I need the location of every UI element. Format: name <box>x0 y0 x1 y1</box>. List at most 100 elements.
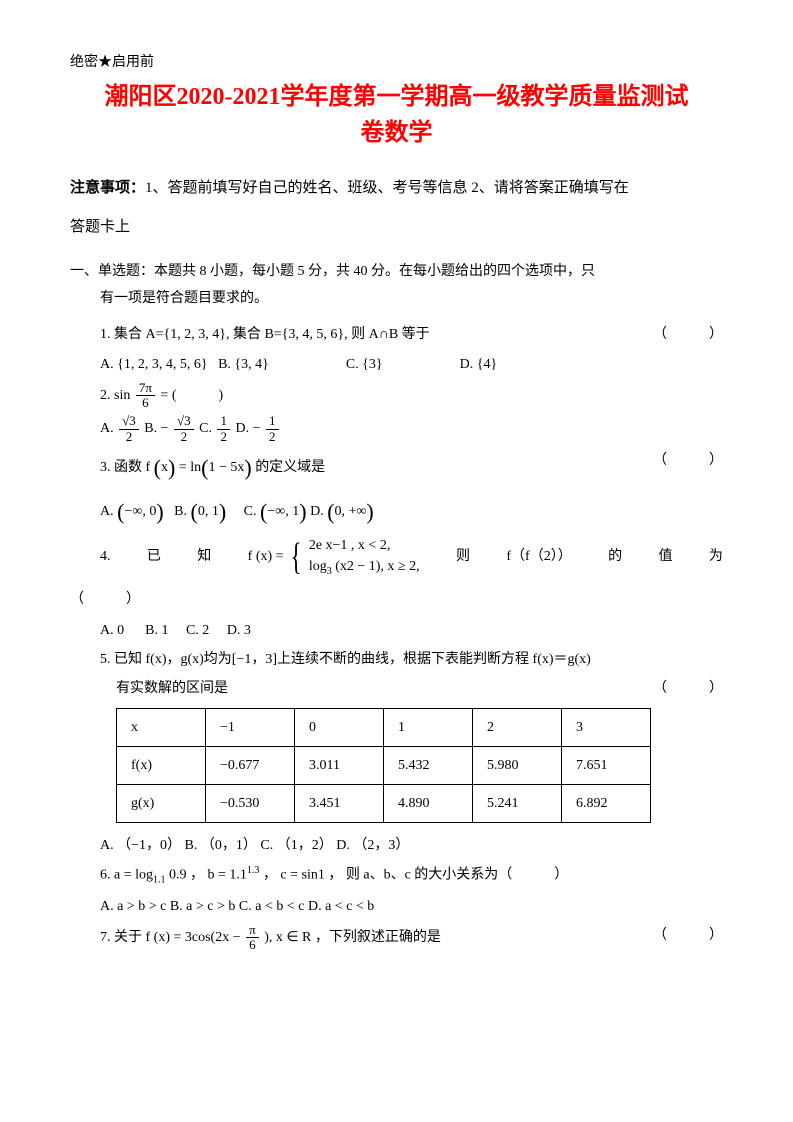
q7-frac-den: 6 <box>246 938 259 952</box>
q2-frac-num: 7π <box>136 381 155 396</box>
exam-title: 潮阳区2020-2021学年度第一学期高一级教学质量监测试 卷数学 <box>70 79 723 151</box>
notice-label: 注意事项： <box>70 180 145 196</box>
q2-frac: 7π 6 <box>136 381 155 411</box>
piecewise-line-2: log3 (x2 − 1), x ≥ 2, <box>309 556 420 579</box>
q7-post: ), x ∈ R ，下列叙述正确的是 <box>264 930 441 945</box>
q4-w3: 知 <box>197 544 211 569</box>
q6-optB: B. a > c > b <box>170 899 236 914</box>
rparen-icon: ) <box>366 499 373 524</box>
th-c5: 3 <box>562 708 651 746</box>
th-c4: 2 <box>473 708 562 746</box>
q3-paren: （ ） <box>653 448 723 473</box>
cell: 5.241 <box>473 785 562 823</box>
q5-stem2: 有实数解的区间是 <box>116 681 228 696</box>
q2-optD-frac: 12 <box>266 414 279 444</box>
q3-options: A. (−∞, 0) B. (0, 1) C. (−∞, 1) D. (0, +… <box>70 492 723 532</box>
q2-optC-pre: C. <box>199 421 215 436</box>
th-x: x <box>117 708 206 746</box>
q6-sup1: 1.3 <box>247 865 260 876</box>
lparen-icon: ( <box>191 499 198 524</box>
q4-optD: D. 3 <box>227 623 251 638</box>
q4-paren-row: （ ） <box>70 587 723 612</box>
cell: 5.980 <box>473 746 562 784</box>
q2-options: A. √32 B. − √32 C. 12 D. − 12 <box>70 414 723 444</box>
cell: 3.451 <box>295 785 384 823</box>
th-c2: 0 <box>295 708 384 746</box>
q2D-den: 2 <box>266 430 279 444</box>
q4-w6: 的 <box>608 544 622 569</box>
q2-pre: 2. sin <box>100 388 134 403</box>
q4-func: f (x) = { 2e x−1 , x < 2, log3 (x2 − 1),… <box>248 535 420 579</box>
piecewise-body: 2e x−1 , x < 2, log3 (x2 − 1), x ≥ 2, <box>309 535 420 579</box>
q4-fx: f (x) = <box>248 549 287 564</box>
q6-a: 6. a = log <box>100 868 153 883</box>
q2-optA-pre: A. <box>100 421 117 436</box>
cell: f(x) <box>117 746 206 784</box>
q1-stem: 1. 集合 A={1, 2, 3, 4}, 集合 B={3, 4, 5, 6},… <box>100 327 430 342</box>
title-line-1: 潮阳区2020-2021学年度第一学期高一级教学质量监测试 <box>105 84 689 110</box>
q4-w4: 则 <box>456 544 470 569</box>
question-4: 4. 已 知 f (x) = { 2e x−1 , x < 2, log3 (x… <box>70 535 723 579</box>
q3-optC: −∞, 1 <box>267 504 299 519</box>
q6-c: ， c = sin1 ， 则 a、b、c 的大小关系为（ ） <box>259 868 568 883</box>
lparen-icon: ( <box>154 455 161 480</box>
q2-optA-frac: √32 <box>119 414 139 444</box>
q6-b: 0.9 ， b = 1.1 <box>166 868 247 883</box>
rparen-icon: ) <box>156 499 163 524</box>
q2-optD-pre: D. − <box>235 421 264 436</box>
q1-optA: A. {1, 2, 3, 4, 5, 6} <box>100 357 208 372</box>
q2C-den: 2 <box>217 430 230 444</box>
q5-optD: D. （2，3） <box>336 838 409 853</box>
q6-optD: D. a < c < b <box>308 899 374 914</box>
q3-post: 的定义域是 <box>252 460 326 475</box>
q2A-num: √3 <box>119 414 139 429</box>
section-1-line2: 有一项是符合题目要求的。 <box>70 286 268 313</box>
q7-frac: π 6 <box>246 923 259 953</box>
q5-optA: A. （−1，0） <box>100 838 181 853</box>
table-row: g(x) −0.530 3.451 4.890 5.241 6.892 <box>117 785 651 823</box>
section-1-head: 一、单选题：本题共 8 小题，每小题 5 分，共 40 分。在每小题给出的四个选… <box>70 259 723 312</box>
notice-block: 注意事项：1、答题前填写好自己的姓名、班级、考号等信息 2、请将答案正确填写在 … <box>70 169 723 247</box>
q4-options: A. 0 B. 1 C. 2 D. 3 <box>70 618 723 643</box>
q1-optC: C. {3} <box>346 357 383 372</box>
q2B-num: √3 <box>174 414 194 429</box>
q3-pre: 3. 函数 f <box>100 460 154 475</box>
piecewise-line-1: 2e x−1 , x < 2, <box>309 535 420 556</box>
q6-sub1: 1.1 <box>153 875 166 886</box>
question-5-line1: 5. 已知 f(x)，g(x)均为[−1，3]上连续不断的曲线，根据下表能判断方… <box>70 647 723 672</box>
q4-w2: 已 <box>147 544 161 569</box>
cell: 5.432 <box>384 746 473 784</box>
q4-log-arg: (x2 − 1), x ≥ 2, <box>332 559 420 574</box>
question-6: 6. a = log1.1 0.9 ， b = 1.11.3 ， c = sin… <box>70 862 723 889</box>
table-header-row: x −1 0 1 2 3 <box>117 708 651 746</box>
q3-inner: 1 − 5x <box>208 460 244 475</box>
q6-optA: A. a > b > c <box>100 899 166 914</box>
question-5-line2: 有实数解的区间是 （ ） <box>70 676 723 701</box>
q4-optC: C. 2 <box>186 623 209 638</box>
question-2: 2. sin 7π 6 = ( ) <box>70 381 723 411</box>
q5-paren: （ ） <box>653 676 723 701</box>
q7-frac-num: π <box>246 923 259 938</box>
question-3: 3. 函数 f (x) = ln(1 − 5x) 的定义域是 （ ） <box>70 448 723 488</box>
title-line-2: 卷数学 <box>361 120 433 146</box>
rparen-icon: ) <box>219 499 226 524</box>
cell: −0.530 <box>206 785 295 823</box>
top-secret-label: 绝密★启用前 <box>70 50 723 75</box>
question-7: 7. 关于 f (x) = 3cos(2x − π 6 ), x ∈ R ，下列… <box>70 923 723 953</box>
table-row: f(x) −0.677 3.011 5.432 5.980 7.651 <box>117 746 651 784</box>
notice-text-2: 答题卡上 <box>70 219 130 235</box>
cell: 6.892 <box>562 785 651 823</box>
q5-stem1: 5. 已知 f(x)，g(x)均为[−1，3]上连续不断的曲线，根据下表能判断方… <box>100 652 591 667</box>
brace-icon: { <box>291 538 302 576</box>
q3-optD: 0, +∞ <box>335 504 367 519</box>
q4-optA: A. 0 <box>100 623 124 638</box>
q5-optC: C. （1，2） <box>260 838 332 853</box>
q7-paren: （ ） <box>653 923 723 948</box>
q4-num: 4. <box>100 544 111 569</box>
q2-optB-pre: B. − <box>144 421 172 436</box>
section-1-line1: 一、单选题：本题共 8 小题，每小题 5 分，共 40 分。在每小题给出的四个选… <box>70 264 595 279</box>
q2C-num: 1 <box>217 414 230 429</box>
lparen-icon: ( <box>327 499 334 524</box>
cell: 4.890 <box>384 785 473 823</box>
q2D-num: 1 <box>266 414 279 429</box>
